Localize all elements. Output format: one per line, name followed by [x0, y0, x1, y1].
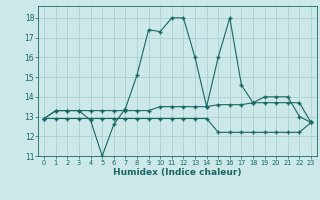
X-axis label: Humidex (Indice chaleur): Humidex (Indice chaleur) [113, 168, 242, 177]
